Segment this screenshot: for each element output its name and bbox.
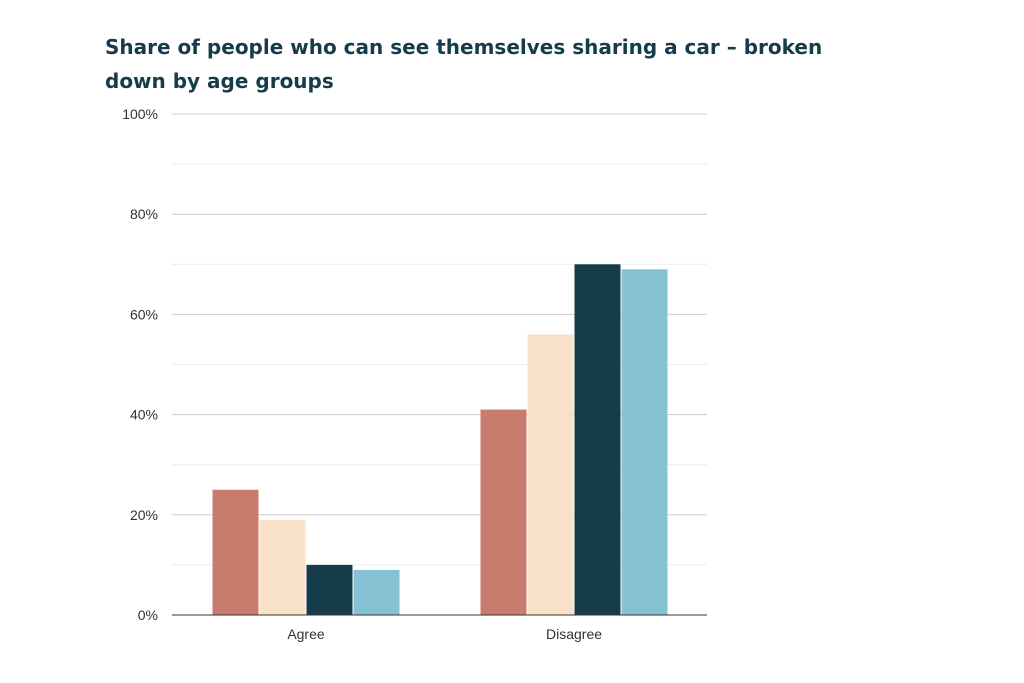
chart-title: Share of people who can see themselves s… [105,35,823,93]
bar-disagree-4 [621,269,668,615]
bars [212,264,668,615]
tick-labels: 0% 20% 40% 60% 80% 100% Agree Disagree [122,106,602,642]
bar-disagree-3 [574,264,621,615]
bar-agree-1 [212,489,259,615]
y-tick-label: 0% [138,607,158,623]
bar-agree-3 [306,564,353,615]
bar-disagree-2 [527,334,574,615]
x-tick-label: Agree [287,626,325,642]
y-tick-label: 20% [130,507,158,523]
bar-agree-2 [259,519,306,615]
y-tick-label: 40% [130,407,158,423]
y-tick-label: 60% [130,306,158,322]
bar-disagree-1 [480,409,527,615]
y-tick-label: 100% [122,106,158,122]
y-tick-label: 80% [130,206,158,222]
bar-agree-4 [353,569,400,615]
x-tick-label: Disagree [546,626,602,642]
